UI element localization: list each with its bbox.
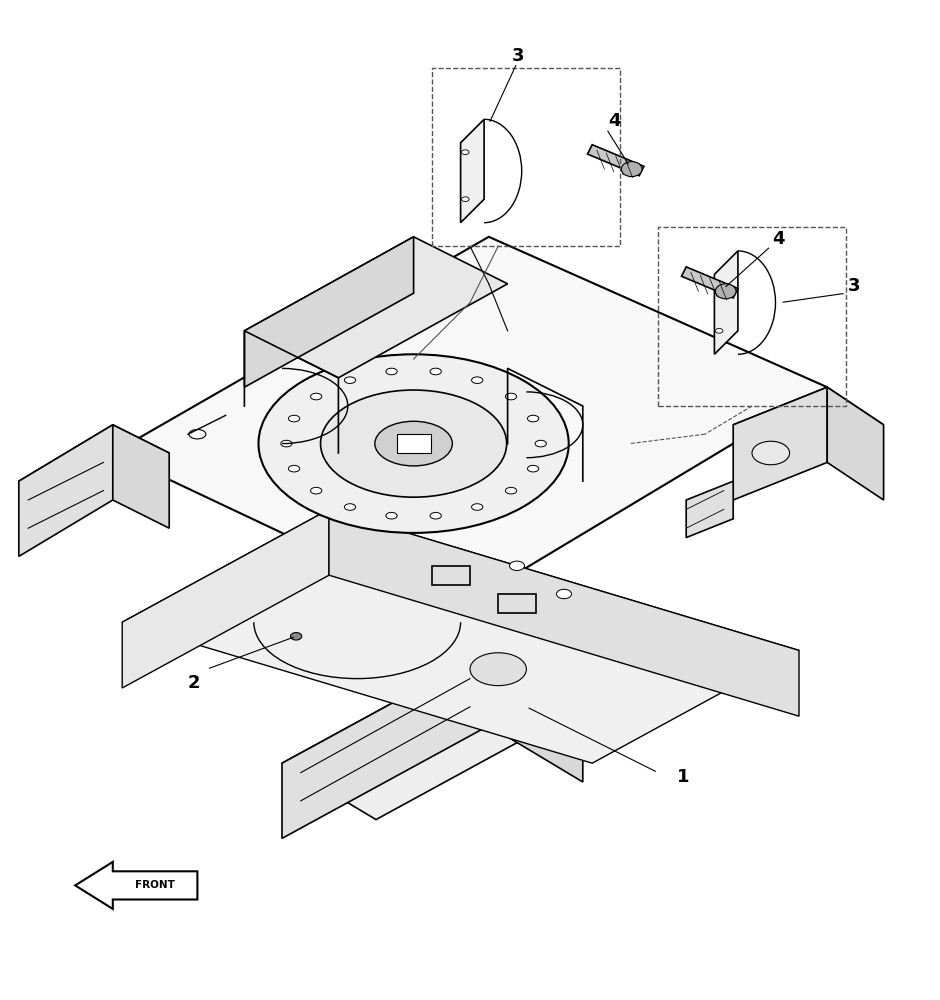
Ellipse shape (506, 487, 517, 494)
Ellipse shape (509, 561, 525, 570)
Text: 4: 4 (773, 230, 785, 248)
Text: 2: 2 (188, 674, 200, 692)
Polygon shape (686, 481, 733, 538)
Ellipse shape (258, 354, 569, 533)
Ellipse shape (506, 393, 517, 400)
Polygon shape (432, 566, 470, 585)
Ellipse shape (281, 440, 292, 447)
Polygon shape (244, 237, 414, 387)
Ellipse shape (430, 368, 441, 375)
Ellipse shape (290, 633, 302, 640)
Polygon shape (282, 650, 489, 838)
Ellipse shape (344, 377, 355, 383)
Polygon shape (122, 509, 799, 763)
Ellipse shape (556, 589, 572, 599)
Polygon shape (588, 145, 644, 176)
Ellipse shape (527, 415, 539, 422)
Ellipse shape (310, 393, 321, 400)
Text: 1: 1 (677, 768, 689, 786)
Ellipse shape (715, 328, 723, 333)
Polygon shape (682, 267, 738, 298)
Ellipse shape (386, 368, 398, 375)
Text: 3: 3 (512, 47, 525, 65)
Ellipse shape (535, 440, 546, 447)
Ellipse shape (472, 377, 483, 383)
Polygon shape (19, 425, 113, 556)
Ellipse shape (321, 390, 507, 497)
Polygon shape (75, 862, 197, 909)
Ellipse shape (344, 504, 355, 510)
Ellipse shape (462, 197, 469, 202)
Polygon shape (122, 509, 329, 688)
Ellipse shape (430, 512, 441, 519)
Ellipse shape (289, 415, 300, 422)
Ellipse shape (462, 150, 469, 155)
Ellipse shape (472, 504, 483, 510)
Polygon shape (489, 650, 583, 782)
Ellipse shape (527, 465, 539, 472)
Polygon shape (329, 509, 799, 716)
Text: FRONT: FRONT (135, 880, 175, 890)
Polygon shape (282, 650, 583, 820)
Ellipse shape (752, 441, 790, 465)
Ellipse shape (386, 512, 398, 519)
Polygon shape (498, 594, 536, 613)
Ellipse shape (289, 465, 300, 472)
Polygon shape (827, 387, 884, 500)
Polygon shape (113, 237, 827, 613)
Polygon shape (113, 425, 169, 528)
Text: 3: 3 (848, 277, 860, 295)
Ellipse shape (621, 162, 642, 177)
Polygon shape (461, 119, 484, 223)
Ellipse shape (189, 430, 206, 439)
Ellipse shape (715, 284, 736, 299)
Polygon shape (397, 434, 431, 453)
Polygon shape (733, 387, 827, 500)
Ellipse shape (310, 487, 321, 494)
Ellipse shape (375, 421, 452, 466)
Polygon shape (244, 237, 508, 378)
Ellipse shape (470, 653, 526, 686)
Ellipse shape (715, 281, 723, 286)
Polygon shape (19, 425, 169, 509)
Polygon shape (733, 387, 884, 462)
Polygon shape (714, 251, 738, 354)
Text: 4: 4 (608, 112, 620, 130)
